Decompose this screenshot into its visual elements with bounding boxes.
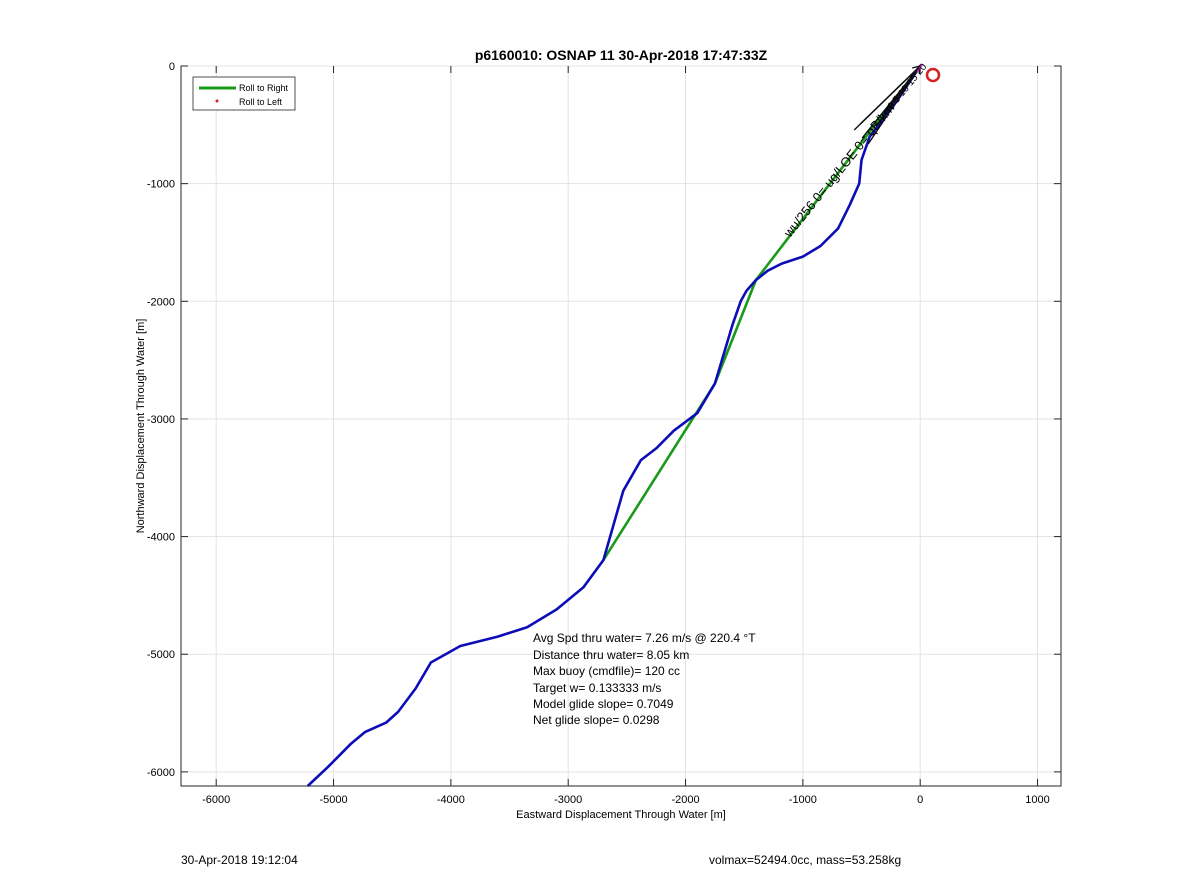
stat-line: Target w= 0.133333 m/s [533,681,661,695]
legend-label-roll-left: Roll to Left [239,97,283,107]
y-tick-label: -6000 [147,767,175,779]
y-tick-label: -3000 [147,414,175,426]
y-axis-label: Northward Displacement Through Water [m] [135,319,147,534]
y-tick-label: -5000 [147,649,175,661]
chart-title: p6160010: OSNAP 11 30-Apr-2018 17:47:33Z [475,47,768,63]
x-tick-label: -3000 [554,794,582,806]
current-arrow [859,65,921,125]
x-tick-label: -6000 [202,794,230,806]
plot-area [180,65,1062,787]
stat-line: Net glide slope= 0.0298 [533,713,660,727]
footer-timestamp: 30-Apr-2018 19:12:04 [181,853,298,867]
stats-block: Avg Spd thru water= 7.26 m/s @ 220.4 °T … [533,631,756,727]
x-tick-label: -2000 [671,794,699,806]
y-ticks: 0 -1000 -2000 -3000 -4000 -5000 -6000 [147,61,1061,779]
y-tick-label: -4000 [147,532,175,544]
footer-volmax-mass: volmax=52494.0cc, mass=53.258kg [709,853,902,867]
y-tick-label: 0 [169,61,175,73]
y-tick-label: -2000 [147,296,175,308]
x-tick-label: -1000 [789,794,817,806]
stat-line: Model glide slope= 0.7049 [533,697,674,711]
x-ticks: -6000 -5000 -4000 -3000 -2000 -1000 0 1000 [202,66,1050,806]
end-marker [925,67,941,83]
x-axis-label: Eastward Displacement Through Water [m] [516,809,726,821]
grid-lines [181,65,1061,786]
x-tick-label: 0 [917,794,923,806]
legend: Roll to Right Roll to Left [192,76,296,111]
y-tick-label: -1000 [147,179,175,191]
current-arrow [881,65,921,117]
series-layer [306,65,922,787]
start-marker [916,63,924,73]
series-line-roll-right [602,65,922,561]
series-line-track [306,65,922,787]
legend-swatch-roll-left [215,99,219,103]
end-marker-group [925,67,941,83]
x-tick-label: 1000 [1025,794,1049,806]
x-tick-label: -4000 [437,794,465,806]
stat-line: Avg Spd thru water= 7.26 m/s @ 220.4 °T [533,631,756,645]
stat-line: Max buoy (cmdfile)= 120 cc [533,664,680,678]
current-arrows [853,63,924,145]
legend-label-roll-right: Roll to Right [239,83,289,93]
x-tick-label: -5000 [319,794,347,806]
legend-box [192,76,296,111]
stat-line: Distance thru water= 8.05 km [533,648,689,662]
